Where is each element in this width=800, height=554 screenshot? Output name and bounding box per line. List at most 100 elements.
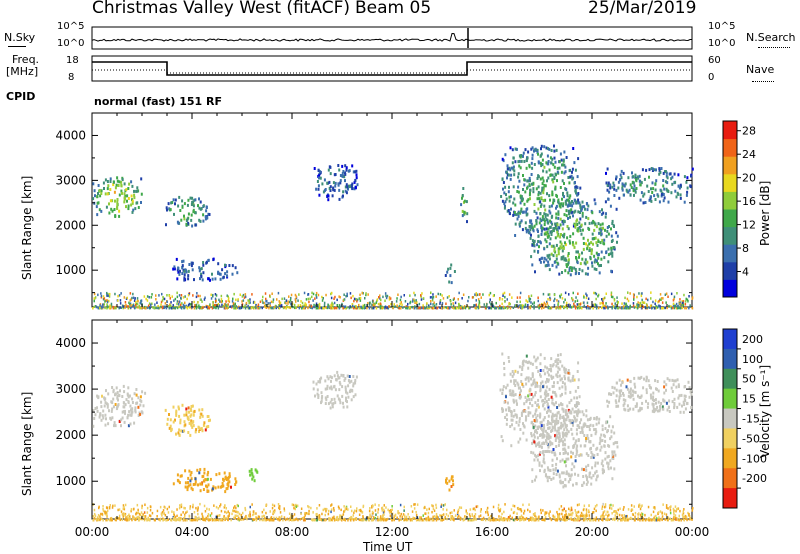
data-cell bbox=[537, 185, 540, 189]
data-cell bbox=[328, 386, 331, 390]
data-cell bbox=[538, 425, 540, 429]
ground-scatter-cell bbox=[670, 305, 672, 308]
data-cell bbox=[218, 272, 221, 276]
data-cell bbox=[563, 460, 566, 464]
data-cell bbox=[536, 356, 539, 360]
ground-scatter-cell bbox=[281, 297, 283, 301]
data-cell bbox=[540, 433, 543, 437]
ground-scatter-cell bbox=[601, 518, 603, 521]
ground-scatter-cell bbox=[564, 298, 566, 301]
ground-scatter-cell bbox=[492, 294, 495, 298]
data-cell bbox=[515, 413, 518, 417]
data-cell bbox=[96, 213, 99, 217]
ground-scatter-cell bbox=[162, 296, 164, 299]
ground-scatter-cell bbox=[606, 305, 609, 308]
ground-scatter-cell bbox=[394, 305, 397, 308]
data-cell bbox=[543, 145, 546, 149]
ground-scatter-cell bbox=[244, 307, 247, 310]
data-cell bbox=[111, 416, 114, 420]
ground-scatter-cell bbox=[473, 507, 475, 510]
ground-scatter-cell bbox=[495, 307, 497, 310]
data-cell bbox=[109, 188, 112, 191]
ground-scatter-cell bbox=[293, 306, 296, 310]
ground-scatter-cell bbox=[109, 517, 112, 520]
data-cell bbox=[579, 211, 581, 214]
ground-scatter-cell bbox=[119, 306, 121, 309]
data-cell bbox=[575, 191, 577, 195]
noise-right-tick-top: 10^5 bbox=[708, 21, 736, 32]
ground-scatter-cell bbox=[513, 504, 516, 508]
data-cell bbox=[600, 250, 603, 254]
data-cell bbox=[538, 461, 541, 465]
ground-scatter-cell bbox=[579, 515, 582, 518]
data-cell bbox=[539, 177, 542, 181]
ground-scatter-cell bbox=[625, 305, 628, 308]
ground-scatter-cell bbox=[640, 305, 643, 308]
data-cell bbox=[601, 468, 604, 472]
data-cell bbox=[590, 252, 593, 256]
data-cell bbox=[574, 441, 577, 445]
data-cell bbox=[577, 201, 580, 205]
data-cell bbox=[547, 260, 550, 264]
ground-scatter-cell bbox=[498, 515, 500, 518]
ground-scatter-cell bbox=[345, 295, 347, 298]
data-cell bbox=[504, 185, 507, 189]
ground-scatter-cell bbox=[243, 296, 246, 299]
data-cell bbox=[558, 367, 561, 371]
data-cell bbox=[586, 480, 589, 484]
data-cell bbox=[556, 457, 558, 461]
ground-scatter-cell bbox=[351, 517, 353, 520]
ground-scatter-cell bbox=[664, 306, 667, 309]
ground-scatter-cell bbox=[269, 304, 271, 308]
ground-scatter-cell bbox=[553, 303, 556, 307]
data-cell bbox=[607, 465, 610, 469]
data-cell bbox=[592, 474, 595, 478]
data-cell bbox=[658, 169, 661, 173]
data-cell bbox=[512, 165, 515, 169]
data-cell bbox=[607, 232, 610, 236]
data-cell bbox=[535, 384, 538, 387]
ground-scatter-cell bbox=[356, 507, 358, 510]
ground-scatter-cell bbox=[479, 305, 481, 308]
ground-scatter-cell bbox=[155, 298, 157, 301]
data-cell bbox=[631, 171, 633, 175]
data-cell bbox=[548, 205, 551, 209]
ground-scatter-cell bbox=[681, 300, 683, 303]
data-cell bbox=[558, 272, 561, 276]
ground-scatter-cell bbox=[524, 303, 527, 306]
ground-scatter-cell bbox=[179, 518, 182, 522]
data-cell bbox=[513, 381, 516, 385]
ground-scatter-cell bbox=[413, 299, 416, 303]
ground-scatter-cell bbox=[110, 516, 113, 520]
data-cell bbox=[671, 175, 674, 179]
data-cell bbox=[351, 182, 354, 186]
ground-scatter-cell bbox=[193, 511, 196, 514]
ground-scatter-cell bbox=[332, 303, 334, 306]
ground-scatter-cell bbox=[311, 291, 313, 295]
ground-scatter-cell bbox=[501, 302, 503, 306]
ground-scatter-cell bbox=[673, 509, 675, 512]
data-cell bbox=[185, 413, 188, 417]
ground-scatter-cell bbox=[317, 293, 320, 297]
frequency-line bbox=[92, 61, 692, 76]
data-cell bbox=[589, 440, 592, 443]
ground-scatter-cell bbox=[215, 306, 217, 309]
ground-scatter-cell bbox=[355, 298, 358, 301]
data-cell bbox=[562, 447, 565, 451]
ground-scatter-cell bbox=[400, 512, 402, 516]
data-cell bbox=[653, 168, 656, 172]
ground-scatter-cell bbox=[148, 296, 150, 299]
data-cell bbox=[324, 396, 327, 400]
data-cell bbox=[108, 409, 110, 413]
data-cell bbox=[566, 191, 569, 195]
data-cell bbox=[600, 228, 603, 232]
data-cell bbox=[200, 274, 203, 278]
ground-scatter-cell bbox=[160, 300, 163, 304]
ground-scatter-cell bbox=[184, 304, 186, 308]
data-cell bbox=[627, 408, 630, 412]
ground-scatter-cell bbox=[186, 307, 189, 310]
data-cell bbox=[179, 418, 182, 422]
data-cell bbox=[452, 479, 454, 483]
data-cell bbox=[622, 392, 624, 395]
data-cell bbox=[567, 216, 569, 220]
